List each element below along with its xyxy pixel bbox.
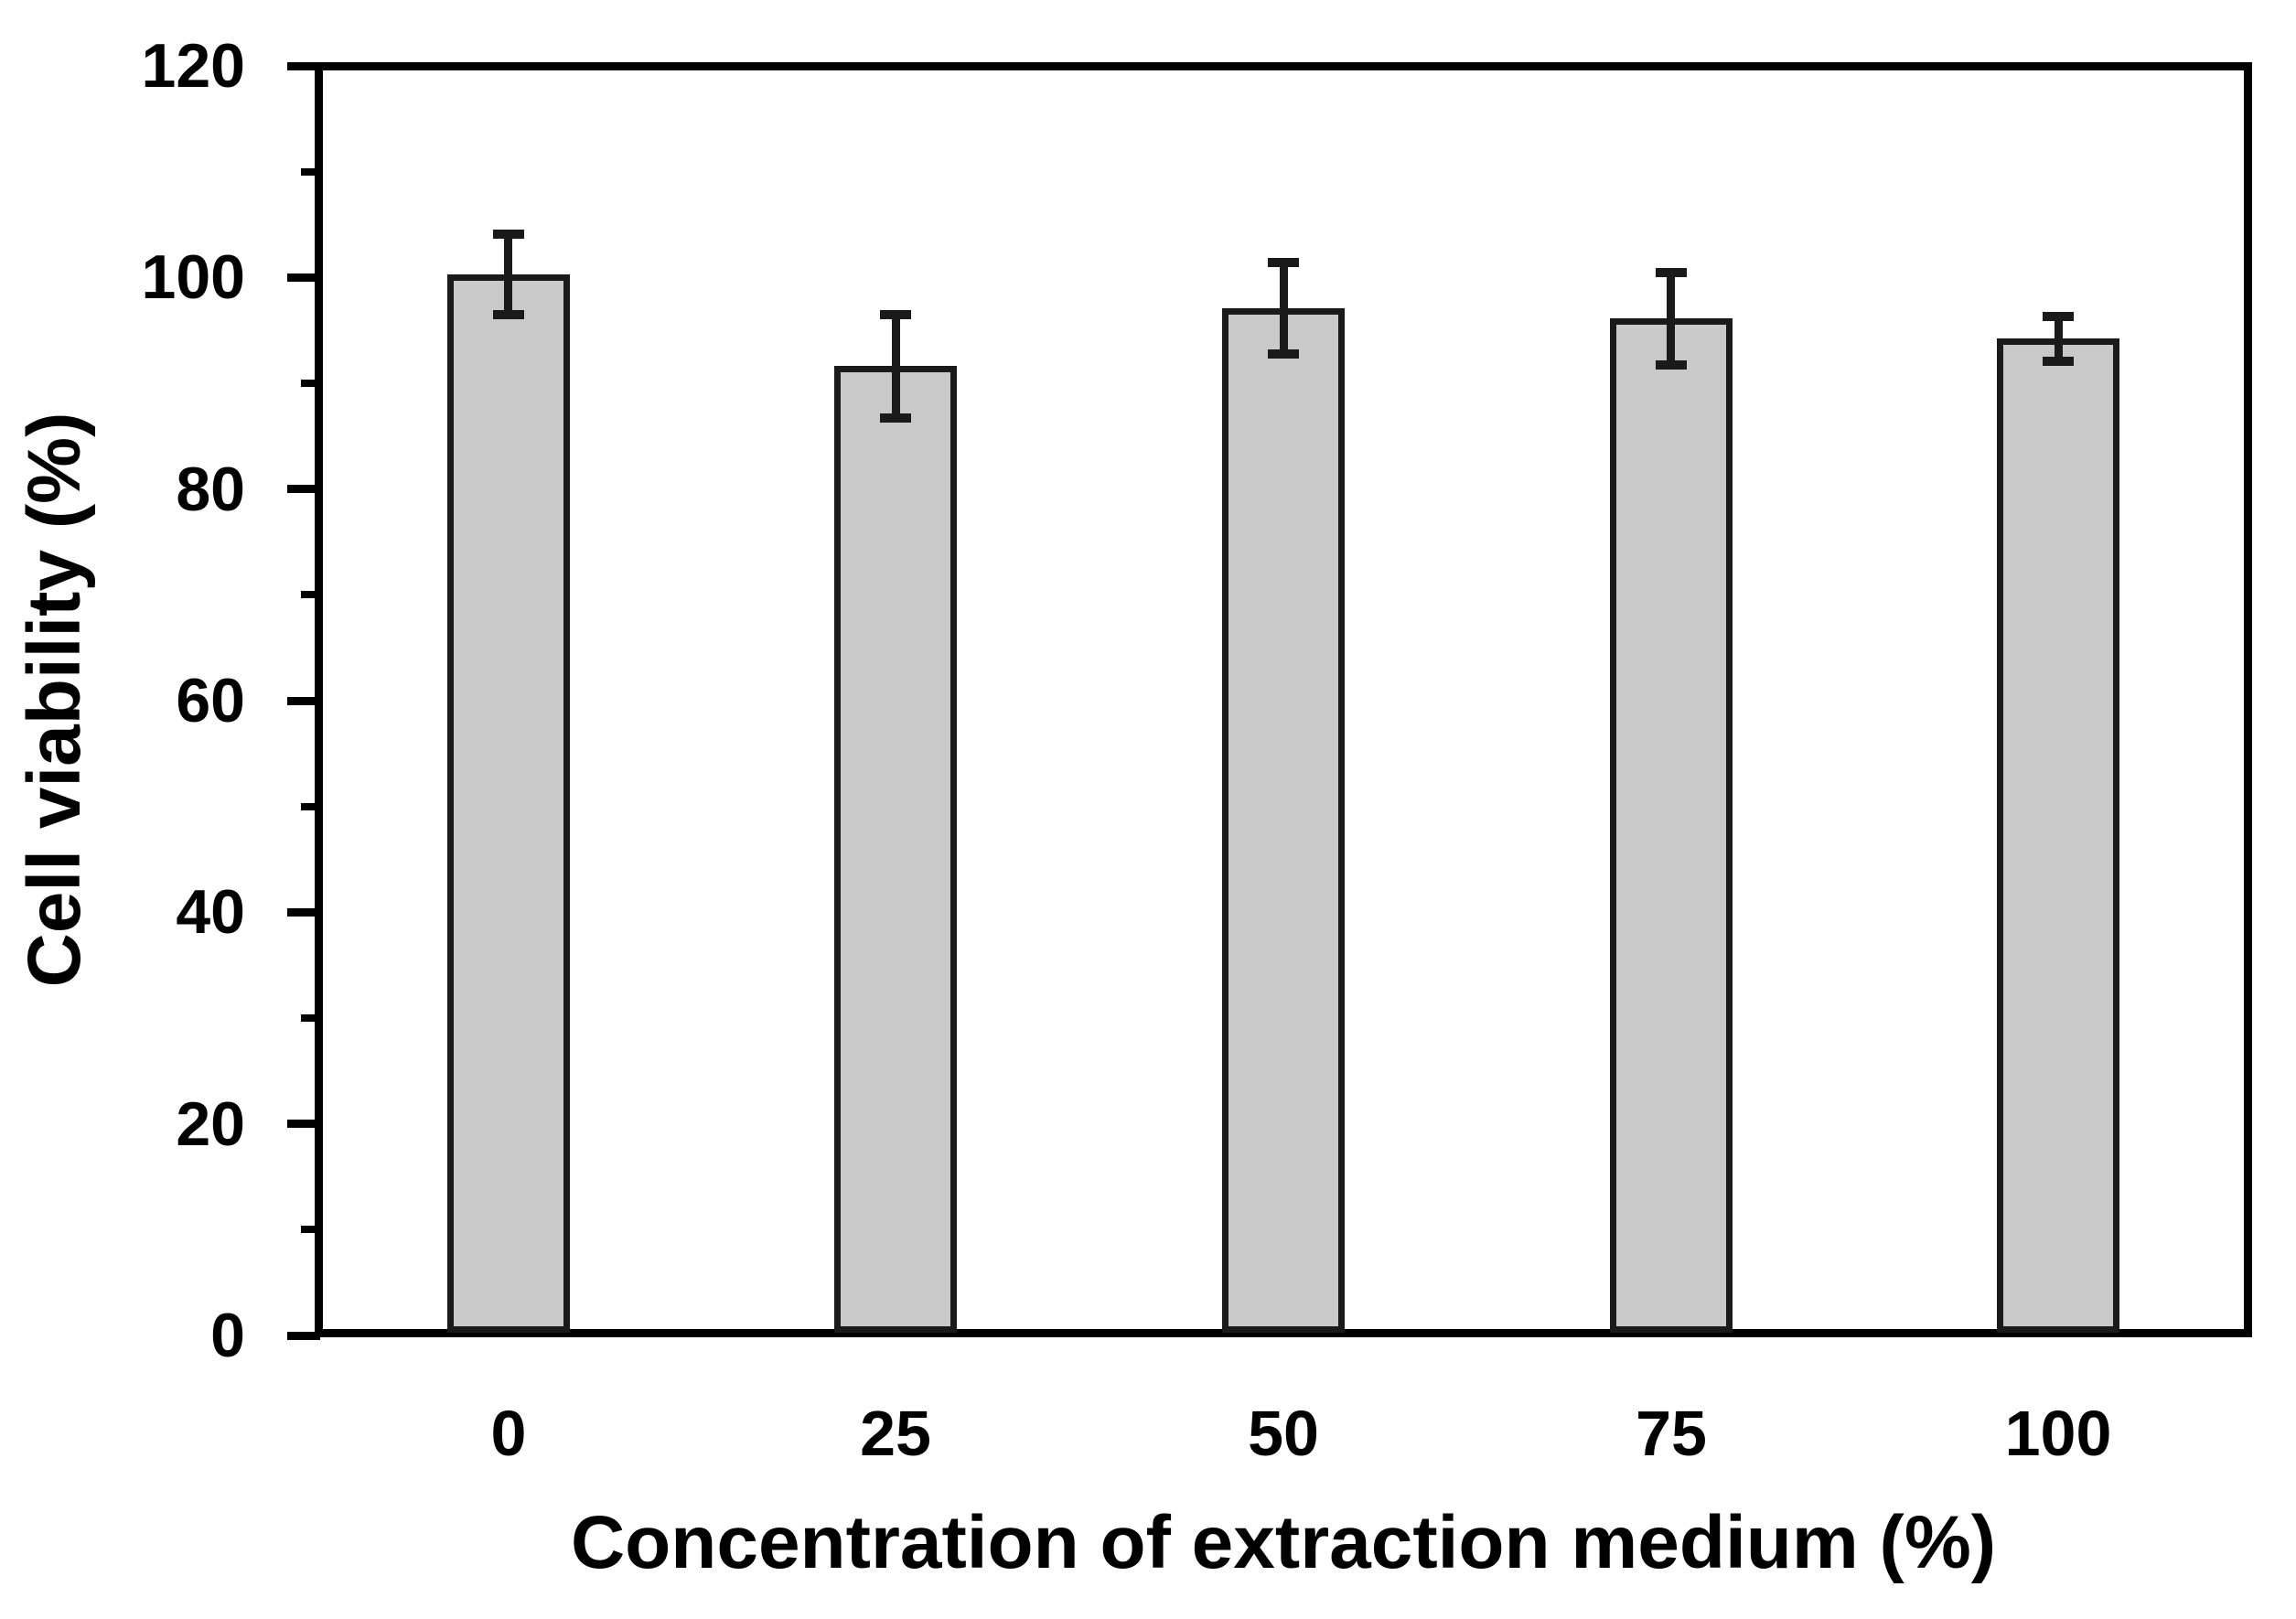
y-tick-label: 20 — [176, 1089, 245, 1159]
error-cap-bottom-100 — [2043, 357, 2074, 366]
x-tick-label: 25 — [860, 1398, 931, 1469]
y-axis-minor-tick — [301, 168, 320, 176]
error-cap-top-75 — [1656, 268, 1687, 277]
y-tick-label: 0 — [210, 1301, 245, 1370]
bar-0 — [447, 274, 570, 1333]
y-axis-title: Cell viability (%) — [13, 412, 96, 988]
x-axis-title: Concentration of extraction medium (%) — [570, 1501, 1997, 1584]
error-bar-0 — [504, 234, 512, 315]
x-tick-label: 100 — [2004, 1398, 2112, 1469]
error-cap-top-0 — [493, 230, 524, 239]
y-tick-label: 120 — [141, 31, 245, 101]
y-axis-minor-tick — [301, 1014, 320, 1022]
y-axis-minor-tick — [301, 1226, 320, 1233]
x-tick-label: 50 — [1248, 1398, 1319, 1469]
error-cap-top-100 — [2043, 312, 2074, 321]
bar-25 — [834, 366, 957, 1333]
y-axis-minor-tick — [301, 591, 320, 598]
error-cap-bottom-0 — [493, 310, 524, 319]
bar-75 — [1610, 318, 1733, 1333]
y-axis-major-tick — [287, 697, 320, 705]
y-axis-major-tick — [287, 1120, 320, 1128]
bar-100 — [1997, 338, 2119, 1333]
y-axis-major-tick — [287, 62, 320, 70]
y-axis-major-tick — [287, 1332, 320, 1340]
bar-50 — [1222, 308, 1345, 1333]
error-cap-bottom-75 — [1656, 360, 1687, 370]
error-cap-top-25 — [880, 310, 911, 319]
error-cap-top-50 — [1268, 258, 1299, 267]
y-axis-minor-tick — [301, 380, 320, 387]
y-tick-label: 80 — [176, 455, 245, 524]
x-tick-label: 75 — [1636, 1398, 1707, 1469]
error-bar-25 — [892, 315, 900, 418]
x-tick-label: 0 — [490, 1398, 527, 1469]
error-bar-75 — [1667, 273, 1675, 366]
error-cap-bottom-25 — [880, 413, 911, 423]
y-axis-major-tick — [287, 273, 320, 282]
error-bar-50 — [1280, 263, 1288, 353]
y-tick-label: 40 — [176, 877, 245, 947]
y-axis-major-tick — [287, 908, 320, 917]
y-axis-major-tick — [287, 485, 320, 493]
y-tick-label: 100 — [141, 242, 245, 312]
error-bar-100 — [2055, 316, 2063, 361]
y-tick-label: 60 — [176, 666, 245, 735]
error-cap-bottom-50 — [1268, 349, 1299, 359]
y-axis-minor-tick — [301, 803, 320, 810]
